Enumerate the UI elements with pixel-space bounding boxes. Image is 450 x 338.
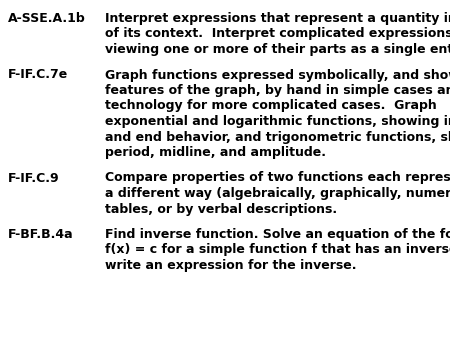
- Text: features of the graph, by hand in simple cases and using: features of the graph, by hand in simple…: [105, 84, 450, 97]
- Text: Graph functions expressed symbolically, and show key: Graph functions expressed symbolically, …: [105, 69, 450, 81]
- Text: Interpret expressions that represent a quantity in terms: Interpret expressions that represent a q…: [105, 12, 450, 25]
- Text: F-IF.C.9: F-IF.C.9: [8, 171, 59, 185]
- Text: f(x) = c for a simple function f that has an inverse and: f(x) = c for a simple function f that ha…: [105, 243, 450, 257]
- Text: A-SSE.A.1b: A-SSE.A.1b: [8, 12, 86, 25]
- Text: Find inverse function. Solve an equation of the form: Find inverse function. Solve an equation…: [105, 228, 450, 241]
- Text: Compare properties of two functions each represented in: Compare properties of two functions each…: [105, 171, 450, 185]
- Text: viewing one or more of their parts as a single entity.: viewing one or more of their parts as a …: [105, 43, 450, 56]
- Text: and end behavior, and trigonometric functions, showing: and end behavior, and trigonometric func…: [105, 130, 450, 144]
- Text: of its context.  Interpret complicated expressions by: of its context. Interpret complicated ex…: [105, 27, 450, 41]
- Text: F-BF.B.4a: F-BF.B.4a: [8, 228, 74, 241]
- Text: F-IF.C.7e: F-IF.C.7e: [8, 69, 68, 81]
- Text: exponential and logarithmic functions, showing intercepts: exponential and logarithmic functions, s…: [105, 115, 450, 128]
- Text: technology for more complicated cases.  Graph: technology for more complicated cases. G…: [105, 99, 437, 113]
- Text: period, midline, and amplitude.: period, midline, and amplitude.: [105, 146, 326, 159]
- Text: write an expression for the inverse.: write an expression for the inverse.: [105, 259, 356, 272]
- Text: tables, or by verbal descriptions.: tables, or by verbal descriptions.: [105, 202, 337, 216]
- Text: a different way (algebraically, graphically, numerically in: a different way (algebraically, graphica…: [105, 187, 450, 200]
